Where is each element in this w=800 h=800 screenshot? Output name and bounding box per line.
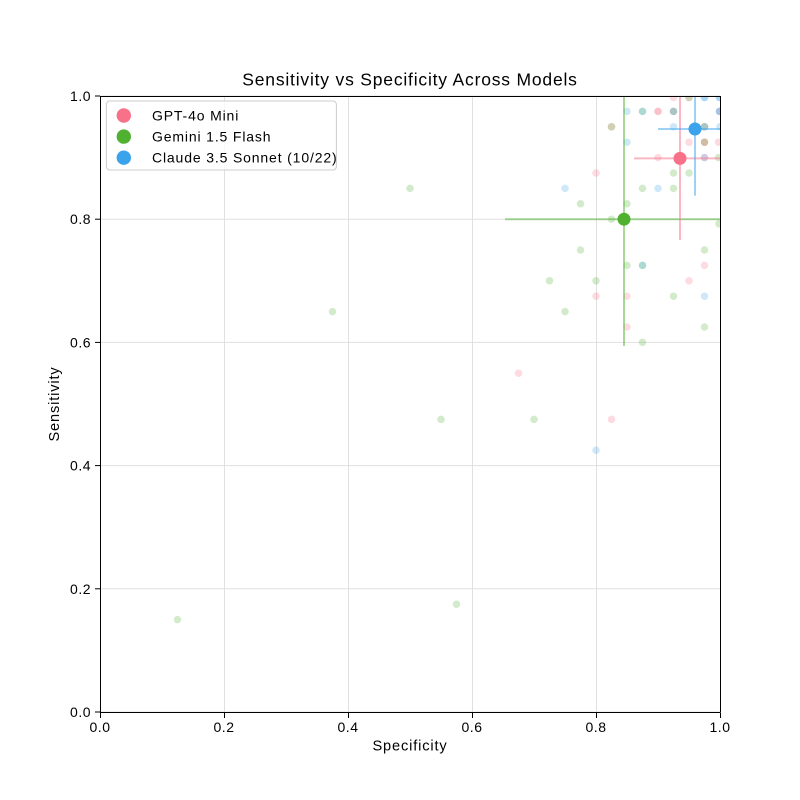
svg-text:0.6: 0.6: [70, 334, 91, 350]
svg-text:Sensitivity vs Specificity Acr: Sensitivity vs Specificity Across Models: [242, 70, 577, 90]
svg-text:Specificity: Specificity: [372, 739, 447, 755]
svg-text:Sensitivity: Sensitivity: [47, 366, 63, 441]
svg-text:0.4: 0.4: [338, 719, 359, 735]
svg-text:0.0: 0.0: [70, 704, 91, 720]
svg-text:Gemini 1.5 Flash: Gemini 1.5 Flash: [152, 128, 271, 144]
svg-text:0.8: 0.8: [70, 211, 91, 227]
svg-text:1.0: 1.0: [710, 719, 731, 735]
svg-text:1.0: 1.0: [70, 88, 91, 104]
svg-text:0.4: 0.4: [70, 458, 91, 474]
svg-text:0.0: 0.0: [90, 719, 111, 735]
svg-text:0.2: 0.2: [70, 581, 91, 597]
svg-text:0.8: 0.8: [586, 719, 607, 735]
svg-text:0.2: 0.2: [214, 719, 235, 735]
svg-text:GPT-4o Mini: GPT-4o Mini: [152, 107, 239, 123]
svg-text:0.6: 0.6: [462, 719, 483, 735]
svg-text:Claude 3.5 Sonnet (10/22): Claude 3.5 Sonnet (10/22): [152, 150, 337, 166]
